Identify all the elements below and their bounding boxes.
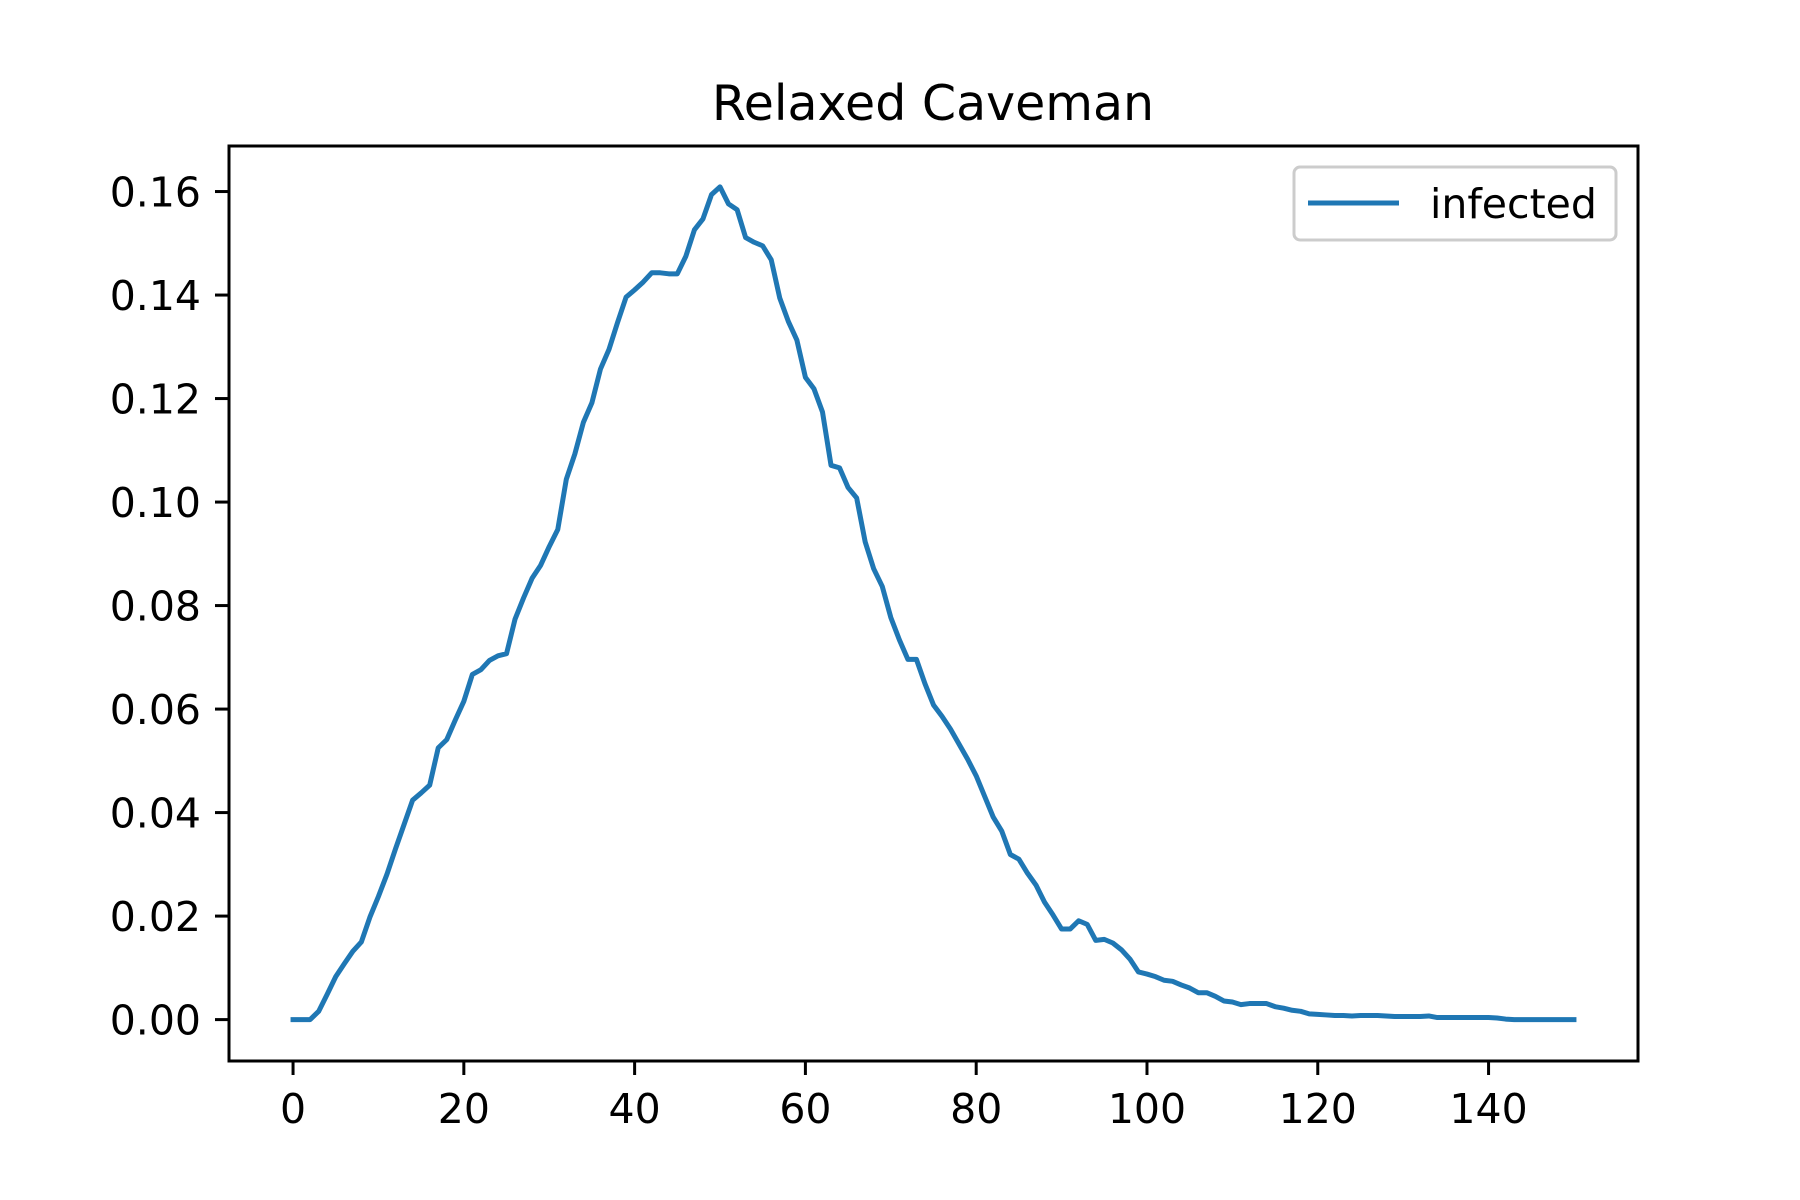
legend-label: infected: [1430, 180, 1597, 228]
y-tick-label: 0.08: [110, 583, 201, 631]
chart-title: Relaxed Caveman: [712, 75, 1154, 132]
y-tick-label: 0.04: [110, 790, 201, 838]
legend-box: [1292, 165, 1618, 242]
x-tick-label: 80: [950, 1085, 1002, 1133]
data-line: [290, 184, 1577, 1023]
x-tick-label: 120: [1279, 1085, 1357, 1133]
x-tick-label: 140: [1449, 1085, 1527, 1133]
y-tick-label: 0.06: [110, 686, 201, 734]
x-tick-label: 60: [779, 1085, 831, 1133]
x-tick-label: 20: [438, 1085, 490, 1133]
y-tick-label: 0.00: [110, 997, 201, 1045]
y-tick-label: 0.16: [110, 169, 201, 217]
y-tick-label: 0.12: [110, 376, 201, 424]
x-tick-label: 40: [609, 1085, 661, 1133]
x-tick-label: 100: [1108, 1085, 1186, 1133]
y-tick-label: 0.14: [110, 272, 201, 320]
y-tick-label: 0.02: [110, 893, 201, 941]
x-tick-label: 0: [280, 1085, 306, 1133]
y-tick-label: 0.10: [110, 479, 201, 527]
axes-frame: [227, 144, 1640, 1063]
